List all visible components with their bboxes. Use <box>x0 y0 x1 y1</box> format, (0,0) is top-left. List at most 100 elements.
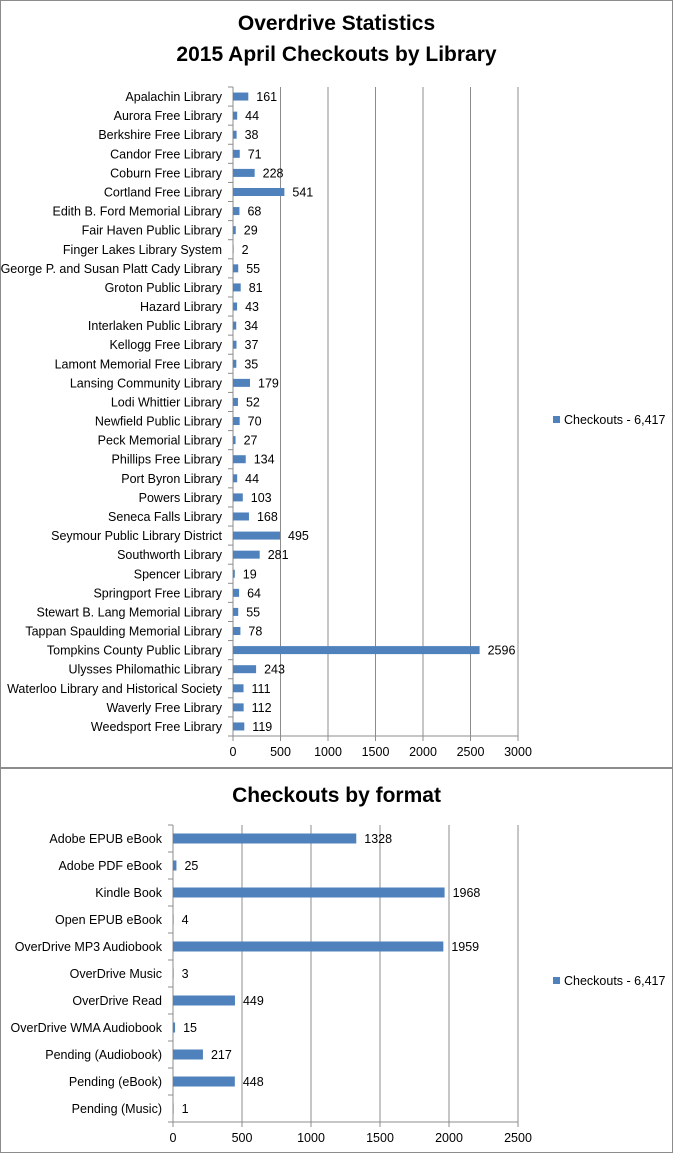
format-chart-plot: 0 500 1000 1500 2000 2500 Adobe EPUB eBook 1328… <box>11 824 665 1145</box>
bar <box>233 646 480 655</box>
y-tick-label: Tompkins County Public Library <box>47 644 223 658</box>
y-tick-label: Springport Free Library <box>93 586 222 600</box>
y-tick-label: Edith B. Ford Memorial Library <box>52 205 222 219</box>
x-tick-label: 1000 <box>297 1131 325 1145</box>
data-label: 55 <box>246 605 260 619</box>
x-tick-label: 2500 <box>504 1131 532 1145</box>
bar <box>233 569 235 578</box>
legend-label: Checkouts - 6,417 <box>564 974 665 988</box>
bar <box>233 455 246 464</box>
data-label: 161 <box>256 90 277 104</box>
data-label: 35 <box>244 357 258 371</box>
bar <box>233 684 244 693</box>
y-tick-label: Finger Lakes Library System <box>63 243 222 257</box>
data-label: 1 <box>182 1102 189 1116</box>
y-tick-label: Lodi Whittier Library <box>111 395 223 409</box>
bar <box>173 1049 203 1060</box>
data-label: 281 <box>268 548 289 562</box>
data-label: 1968 <box>453 886 481 900</box>
data-label: 4 <box>182 913 189 927</box>
y-tick-label: Pending (Music) <box>72 1102 162 1116</box>
bar <box>233 245 234 254</box>
bar <box>173 941 444 952</box>
bar <box>233 397 238 406</box>
data-label: 168 <box>257 510 278 524</box>
y-tick-label: Stewart B. Lang Memorial Library <box>37 605 223 619</box>
data-label: 55 <box>246 262 260 276</box>
data-label: 15 <box>183 1021 197 1035</box>
data-label: 1328 <box>364 832 392 846</box>
bar <box>173 968 174 979</box>
y-tick-label: Powers Library <box>139 491 223 505</box>
data-label: 2 <box>242 243 249 257</box>
bar <box>173 995 235 1006</box>
bar <box>173 887 445 898</box>
bar <box>233 703 244 712</box>
y-tick-label: Open EPUB eBook <box>55 913 163 927</box>
chart-subtitle: 2015 April Checkouts by Library <box>176 43 497 66</box>
y-tick-label: Interlaken Public Library <box>88 319 223 333</box>
data-label: 1959 <box>451 940 479 954</box>
legend-swatch <box>553 977 560 984</box>
data-label: 448 <box>243 1075 264 1089</box>
bar <box>233 474 238 483</box>
bar <box>233 92 249 101</box>
bar <box>233 264 239 273</box>
bar <box>173 914 174 925</box>
bar <box>233 340 237 349</box>
data-label: 243 <box>264 663 285 677</box>
y-tick-label: Weedsport Free Library <box>91 720 223 734</box>
x-tick-label: 0 <box>170 1131 177 1145</box>
data-label: 34 <box>244 319 258 333</box>
x-tick-label: 3000 <box>504 745 532 759</box>
y-tick-label: Pending (eBook) <box>69 1075 162 1089</box>
chart-title: Overdrive Statistics <box>237 12 436 35</box>
data-label: 68 <box>247 205 261 219</box>
x-tick-label: 500 <box>270 745 291 759</box>
data-label: 64 <box>247 586 261 600</box>
y-tick-label: George P. and Susan Platt Cady Library <box>1 262 223 276</box>
y-tick-label: OverDrive Read <box>72 994 162 1008</box>
bar <box>173 1103 174 1114</box>
y-tick-label: Ulysses Philomathic Library <box>68 663 222 677</box>
bar <box>233 378 251 387</box>
legend-label: Checkouts - 6,417 <box>564 413 665 427</box>
bar <box>233 187 285 196</box>
data-label: 217 <box>211 1048 232 1062</box>
bar <box>233 149 240 158</box>
y-tick-label: Seneca Falls Library <box>108 510 223 524</box>
y-tick-label: Lansing Community Library <box>70 376 223 390</box>
bar <box>233 417 240 426</box>
chart-title: Checkouts by format <box>232 784 441 807</box>
bar <box>233 207 240 216</box>
data-label: 111 <box>252 682 271 696</box>
bar <box>173 860 177 871</box>
data-label: 541 <box>292 185 313 199</box>
data-label: 37 <box>245 338 259 352</box>
y-tick-label: Waverly Free Library <box>106 701 222 715</box>
data-label: 71 <box>248 147 262 161</box>
x-tick-label: 2000 <box>409 745 437 759</box>
bar <box>233 226 236 235</box>
bar <box>233 302 238 311</box>
y-tick-label: Phillips Free Library <box>112 453 223 467</box>
y-tick-label: Pending (Audiobook) <box>45 1048 162 1062</box>
y-tick-label: Hazard Library <box>140 300 223 314</box>
data-label: 179 <box>258 376 279 390</box>
y-tick-label: OverDrive WMA Audiobook <box>11 1021 163 1035</box>
bar <box>233 627 241 636</box>
data-label: 134 <box>254 453 275 467</box>
y-tick-label: Peck Memorial Library <box>98 434 223 448</box>
data-label: 25 <box>184 859 198 873</box>
data-label: 70 <box>248 415 262 429</box>
data-label: 449 <box>243 994 264 1008</box>
bar <box>233 111 238 120</box>
y-tick-label: OverDrive Music <box>70 967 162 981</box>
y-tick-label: Lamont Memorial Free Library <box>55 357 223 371</box>
y-tick-label: Fair Haven Public Library <box>82 224 223 238</box>
data-label: 119 <box>252 720 272 734</box>
bar <box>233 283 241 292</box>
y-tick-label: Cortland Free Library <box>104 185 223 199</box>
y-tick-label: Seymour Public Library District <box>51 529 222 543</box>
data-label: 44 <box>245 109 259 123</box>
